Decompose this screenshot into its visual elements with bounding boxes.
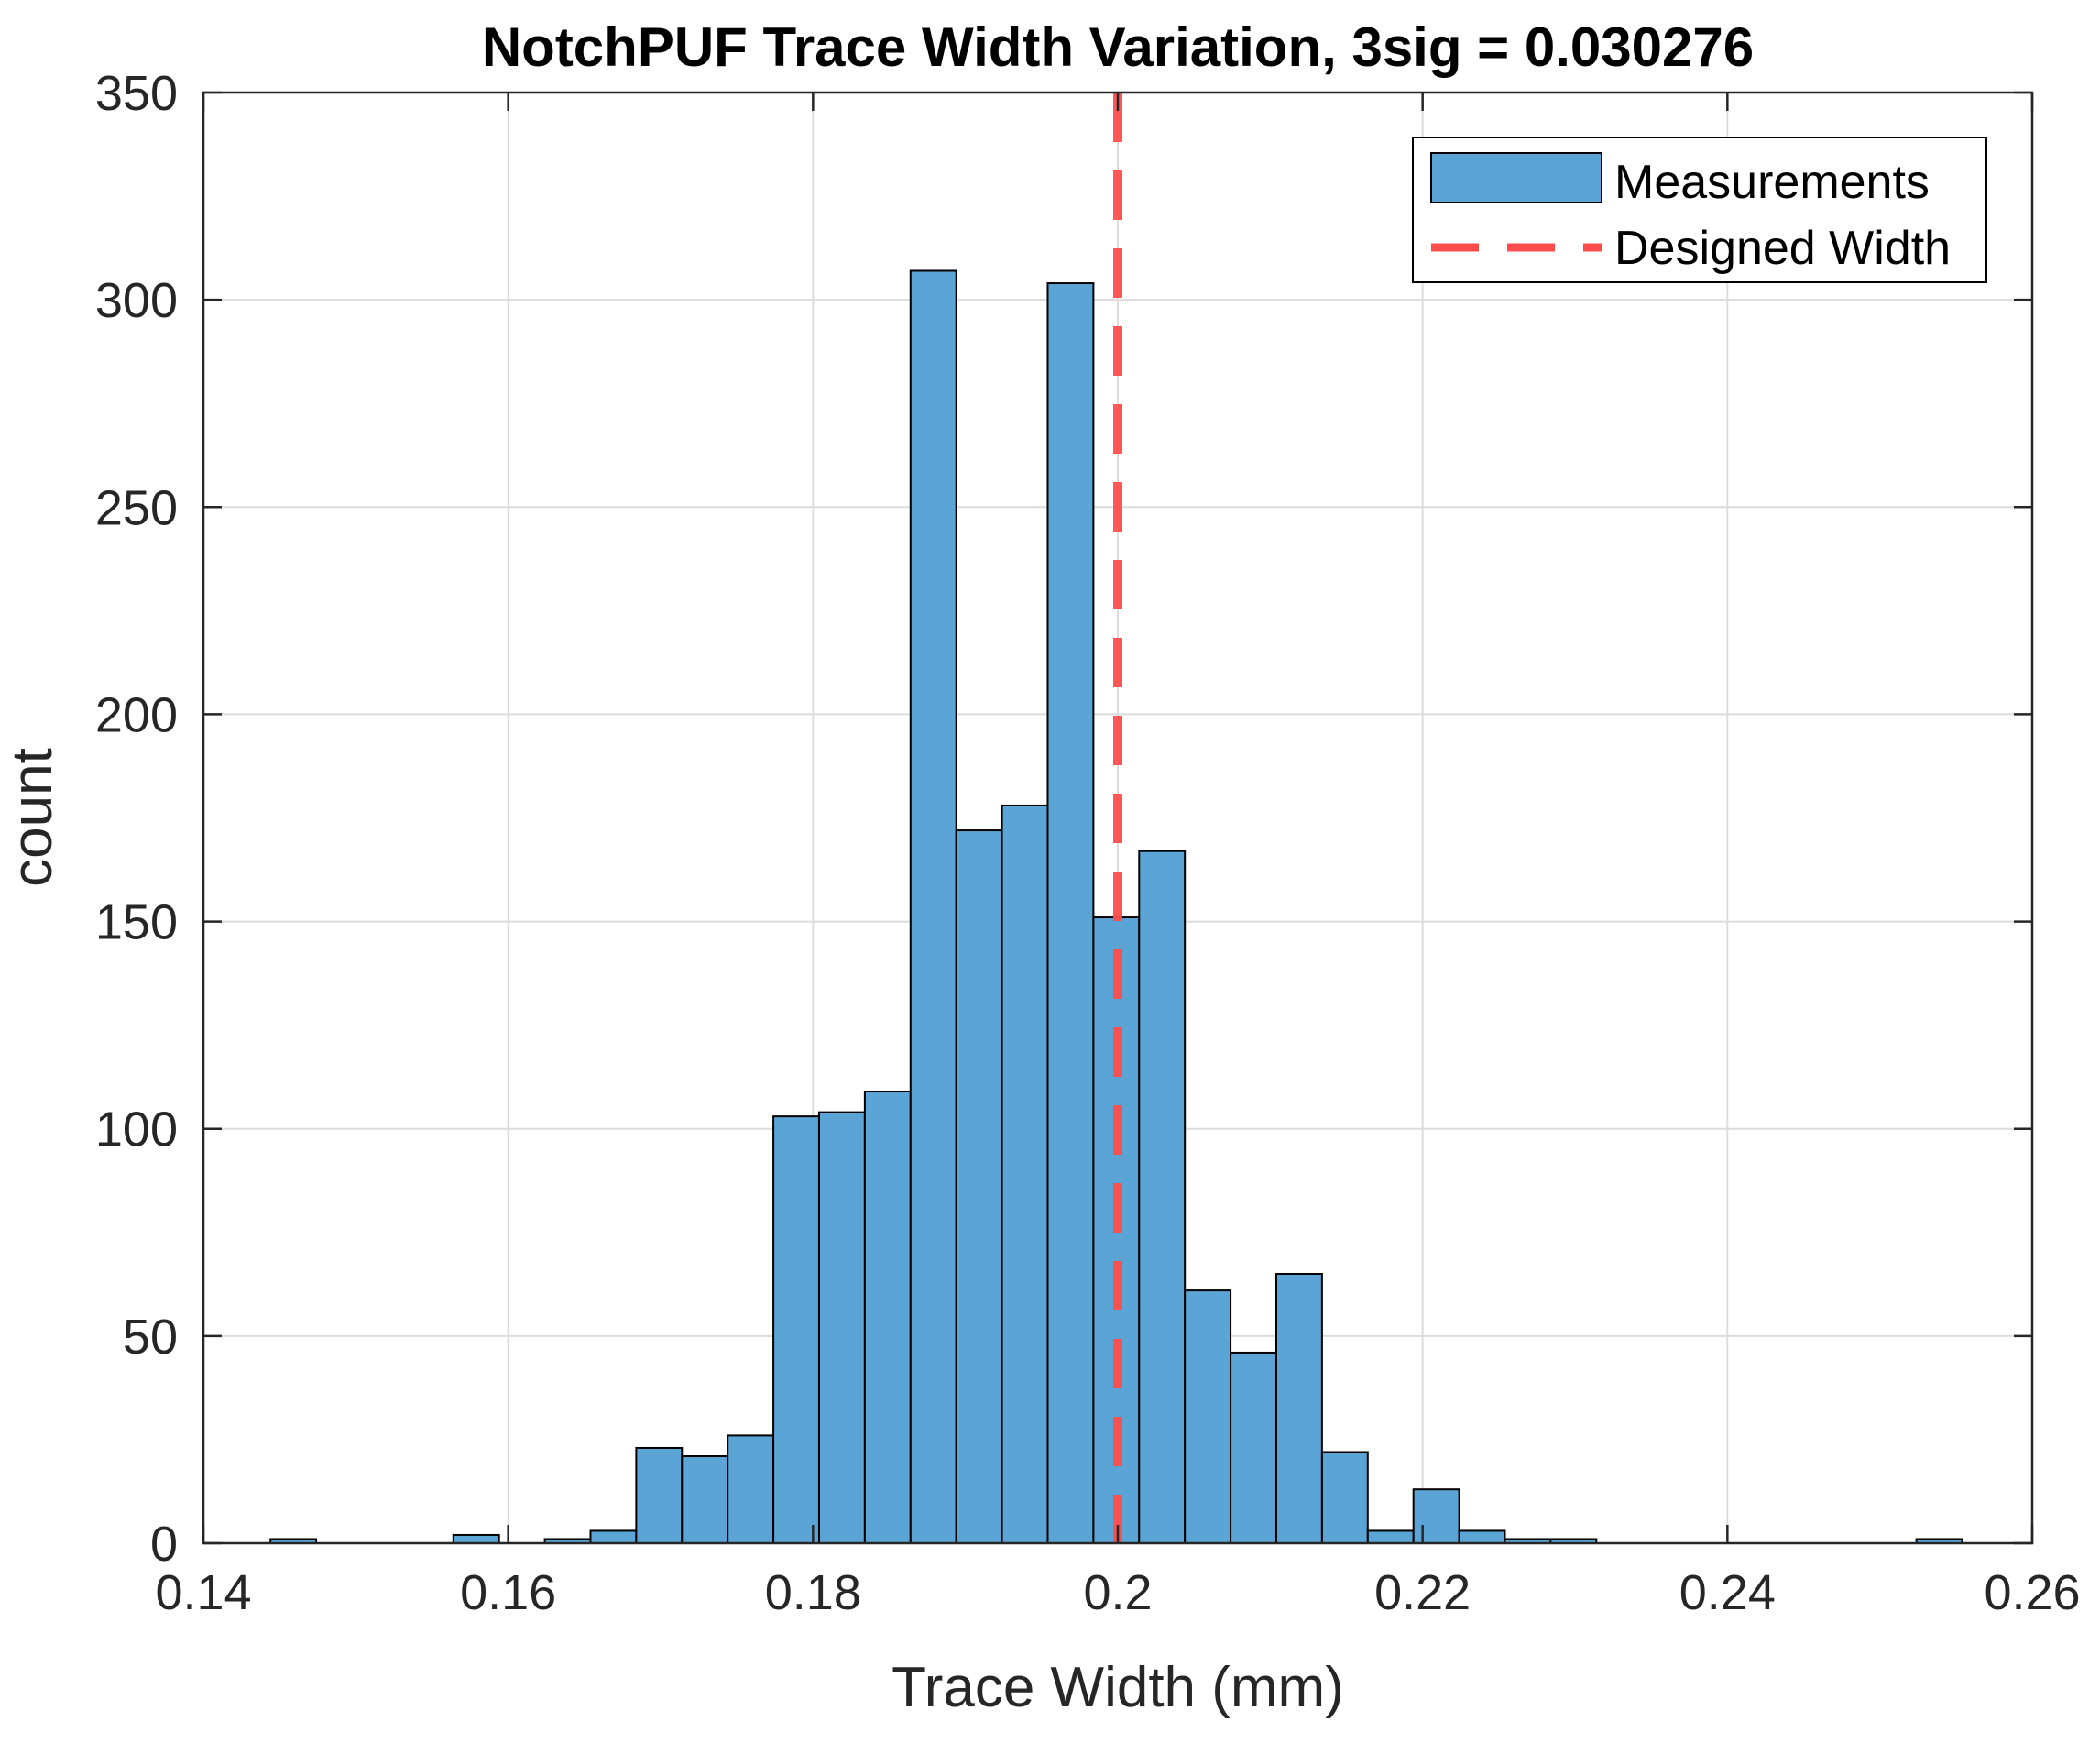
histogram-bars xyxy=(269,269,1963,1545)
x-tick-label: 0.16 xyxy=(460,1565,556,1620)
histogram-bar xyxy=(1320,1451,1369,1545)
histogram-bar xyxy=(452,1533,500,1545)
histogram-bar xyxy=(589,1529,638,1544)
histogram-bar xyxy=(1184,1289,1232,1544)
histogram-bar xyxy=(817,1111,866,1544)
y-tick-label: 0 xyxy=(150,1517,178,1572)
histogram-bar xyxy=(863,1091,912,1544)
legend-label-designed-width: Designed Width xyxy=(1614,222,1951,275)
y-tick-labels: 0 50 100 150 200 250 300 350 xyxy=(95,66,178,1572)
x-tick-label: 0.26 xyxy=(1984,1565,2080,1620)
histogram-bar xyxy=(1138,850,1187,1544)
y-tick-label: 200 xyxy=(95,687,178,742)
histogram-bar xyxy=(1046,282,1095,1545)
x-tick-label: 0.18 xyxy=(765,1565,861,1620)
y-tick-label: 250 xyxy=(95,480,178,535)
x-tick-label: 0.24 xyxy=(1679,1565,1776,1620)
x-axis-label: Trace Width (mm) xyxy=(891,1656,1344,1719)
legend-label-measurements: Measurements xyxy=(1614,156,1930,209)
histogram-bar xyxy=(772,1115,820,1545)
legend-swatch-measurements xyxy=(1430,152,1602,203)
histogram-bar xyxy=(727,1434,775,1545)
histogram-bar xyxy=(955,829,1003,1544)
y-tick-label: 350 xyxy=(95,66,178,121)
y-tick-label: 50 xyxy=(123,1310,178,1365)
axis-ticks xyxy=(202,91,2034,1545)
y-axis-label: count xyxy=(1,748,64,887)
histogram-bar xyxy=(1366,1529,1415,1544)
x-tick-label: 0.14 xyxy=(155,1565,251,1620)
x-tick-label: 0.2 xyxy=(1083,1565,1152,1620)
histogram-bar xyxy=(1001,804,1049,1544)
legend: Measurements Designed Width xyxy=(1412,137,1987,283)
histogram-bar xyxy=(1412,1488,1460,1545)
y-tick-label: 300 xyxy=(95,273,178,328)
x-tick-labels: 0.14 0.16 0.18 0.2 0.22 0.24 0.26 xyxy=(155,1565,2080,1620)
y-tick-label: 150 xyxy=(95,895,178,950)
histogram-bar xyxy=(1458,1529,1506,1544)
histogram-bar xyxy=(1274,1273,1323,1544)
histogram-bar xyxy=(1230,1351,1277,1545)
histogram-bar xyxy=(635,1446,684,1544)
histogram-bar xyxy=(681,1455,729,1545)
chart-title: NotchPUF Trace Width Variation, 3sig = 0… xyxy=(482,16,1754,78)
histogram-bar xyxy=(909,269,957,1544)
y-tick-label: 100 xyxy=(95,1102,178,1157)
x-tick-label: 0.22 xyxy=(1374,1565,1471,1620)
